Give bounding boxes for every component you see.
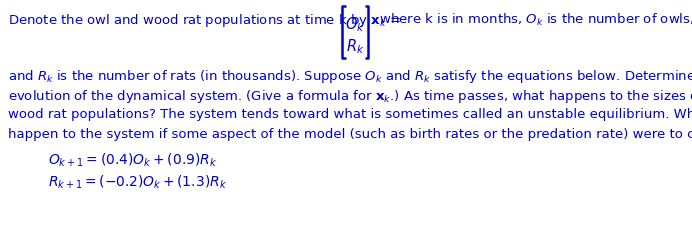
Text: $R_k$: $R_k$	[346, 37, 364, 56]
Text: and $R_k$ is the number of rats (in thousands). Suppose $O_k$ and $R_k$ satisfy : and $R_k$ is the number of rats (in thou…	[8, 68, 692, 85]
Text: , where k is in months, $O_k$ is the number of owls,: , where k is in months, $O_k$ is the num…	[371, 12, 692, 28]
Text: Denote the owl and wood rat populations at time k by $\mathbf{x}_k$ =: Denote the owl and wood rat populations …	[8, 12, 401, 29]
Text: wood rat populations? The system tends toward what is sometimes called an unstab: wood rat populations? The system tends t…	[8, 108, 692, 121]
Text: $O_k$: $O_k$	[345, 15, 365, 34]
Text: $O_{k+1} = (0.4)O_k + (0.9)R_k$: $O_{k+1} = (0.4)O_k + (0.9)R_k$	[48, 152, 217, 169]
Text: happen to the system if some aspect of the model (such as birth rates or the pre: happen to the system if some aspect of t…	[8, 128, 692, 141]
Text: $R_{k+1} = (-0.2)O_k + (1.3)R_k$: $R_{k+1} = (-0.2)O_k + (1.3)R_k$	[48, 174, 227, 191]
Text: evolution of the dynamical system. (Give a formula for $\mathbf{x}_k$.) As time : evolution of the dynamical system. (Give…	[8, 88, 692, 105]
